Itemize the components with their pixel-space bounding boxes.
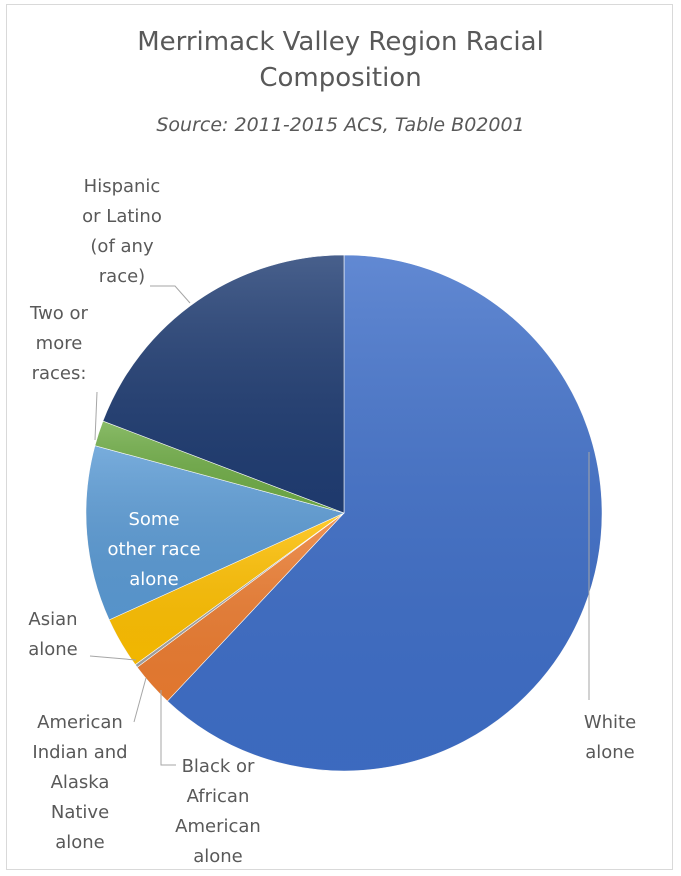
slice-label-line: Hispanic [84,176,161,197]
slice-label-line: Native [51,802,109,823]
slice-label-line: alone [28,639,78,660]
slice-label-asian-alone: Asian alone [28,609,78,660]
pie-slice-shade-american-indian-and-alaska-native-alone [135,513,344,668]
slice-label-line: Black or [182,756,255,777]
chart-title: Merrimack Valley Region Racial Compositi… [0,24,681,96]
pie-slice-shade-hispanic-or-latino-of-any-race [102,255,344,513]
leader-line-hispanic-or-latino-of-any-race [150,285,191,304]
slice-label-line: alone [129,569,179,590]
slice-label-line: alone [585,742,635,763]
slice-label-line: Two or [29,303,88,324]
slice-label-line: alone [193,846,243,867]
slice-label-line: other race [107,539,200,560]
pie-slice-shade-some-other-race-alone [85,445,344,620]
chart-title-line-1: Merrimack Valley Region Racial [137,27,544,57]
pie-slice-shade-black-or-african-american-alone [137,513,344,702]
slice-label-white-alone: White alone [584,712,636,763]
slice-label-line: Indian and [32,742,127,763]
chart-subtitle: Source: 2011-2015 ACS, Table B02001 [156,114,525,136]
leader-line-two-or-more-races [94,391,98,441]
pie-slice-shade-two-or-more-races [94,421,345,513]
slice-label-line: African [187,786,250,807]
slice-label-line: Asian [28,609,77,630]
leader-line-american-indian-and-alaska-native-alone [133,677,147,723]
slice-label-line: alone [55,832,105,853]
slice-label-line: (of any [90,236,154,257]
slice-label-american-indian-and-alaska-native-alone: American Indian and Alaska Native alone [32,712,127,853]
slice-label-two-or-more-races: Two or more races: [29,303,88,384]
pie-slice-shade-asian-alone [109,513,344,665]
slice-label-hispanic-or-latino-of-any-race: Hispanic or Latino (of any race) [82,176,162,287]
slice-label-some-other-race-alone: Some other race alone [107,509,200,590]
slice-label-line: or Latino [82,206,162,227]
leader-line-asian-alone [89,655,137,661]
slice-label-line: American [175,816,261,837]
slice-label-line: White [584,712,636,733]
slice-label-line: race) [99,266,145,287]
slice-label-line: more [36,333,83,354]
leader-line-black-or-african-american-alone [160,690,176,766]
chart-title-line-2: Composition [259,63,422,93]
slice-label-line: American [37,712,123,733]
pie-slice-shade-white-alone [167,255,603,771]
slice-label-line: races: [32,363,87,384]
slice-label-line: Some [128,509,179,530]
slice-label-line: Alaska [51,772,110,793]
slice-label-black-or-african-american-alone: Black or African American alone [175,756,261,867]
